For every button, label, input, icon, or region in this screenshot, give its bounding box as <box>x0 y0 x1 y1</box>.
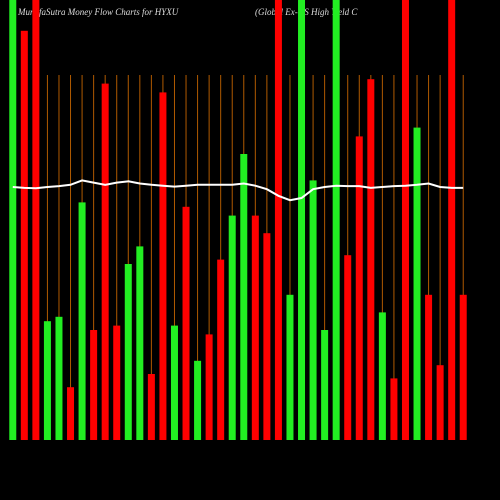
bar <box>147 374 155 440</box>
bar <box>32 0 40 440</box>
bar <box>101 83 109 440</box>
bar <box>459 294 467 440</box>
bar <box>309 180 317 440</box>
bar <box>436 365 444 440</box>
bar <box>413 127 421 440</box>
bar <box>332 0 340 440</box>
chart-subtitle: (Global Ex-US High Yield C <box>255 7 358 17</box>
bar <box>298 0 306 440</box>
bar <box>205 334 213 440</box>
bar <box>378 312 386 440</box>
bar <box>251 215 259 440</box>
bar <box>240 154 248 440</box>
bar <box>55 316 63 440</box>
bar <box>344 255 352 440</box>
bar <box>159 92 167 441</box>
bar <box>355 136 363 440</box>
bar <box>425 294 433 440</box>
bar <box>182 206 190 440</box>
bar <box>124 264 132 440</box>
bar <box>321 330 329 440</box>
bar <box>90 330 98 440</box>
bar <box>448 0 456 440</box>
bar <box>390 378 398 440</box>
bar <box>194 360 202 440</box>
bar <box>228 215 236 440</box>
bar <box>286 294 294 440</box>
bar <box>217 259 225 440</box>
bar <box>67 387 75 440</box>
money-flow-line <box>12 179 464 202</box>
bar <box>113 325 121 440</box>
bar <box>9 0 17 440</box>
bar <box>78 202 86 440</box>
bar <box>367 79 375 440</box>
bar <box>170 325 178 440</box>
bar <box>263 233 271 440</box>
bar <box>274 0 282 440</box>
bar <box>401 0 409 440</box>
bar <box>136 246 144 440</box>
bar <box>43 321 51 440</box>
chart-title: MunafaSutra Money Flow Charts for HYXU <box>17 7 179 17</box>
bar <box>20 30 28 441</box>
